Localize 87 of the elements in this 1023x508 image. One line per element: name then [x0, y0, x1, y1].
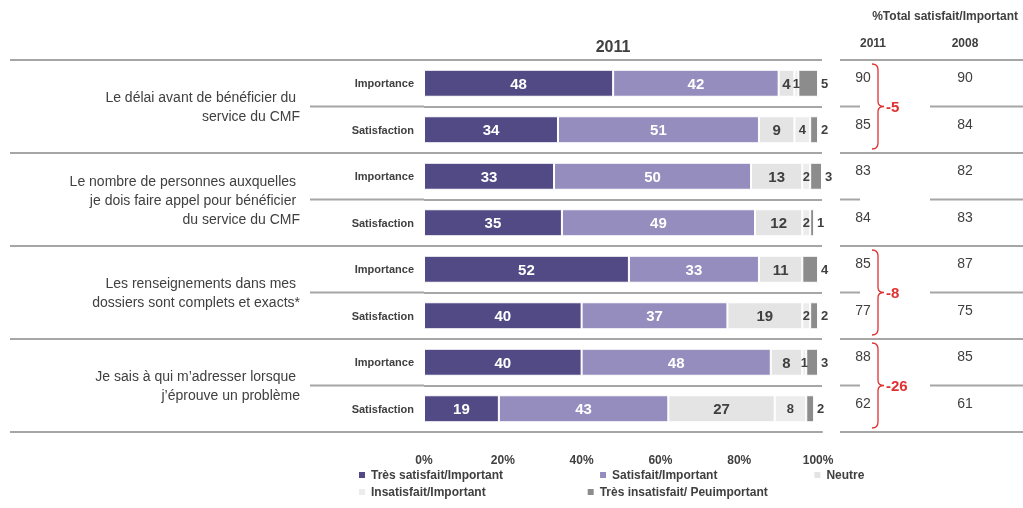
data-label: 8: [782, 353, 791, 371]
x-tick-label: 0%: [415, 453, 433, 467]
text: Les renseignements dans mes dossiers sont complets et exacts*: [92, 275, 301, 310]
text: 88: [855, 348, 871, 365]
data-label: 1: [792, 75, 800, 91]
data-label: 12: [770, 214, 787, 232]
legend-label: Très insatisfait/ Peuimportant: [599, 485, 768, 499]
text: 85: [957, 348, 973, 365]
data-label: 34: [482, 121, 500, 139]
data-label: 19: [453, 400, 470, 418]
text: 87: [957, 255, 973, 272]
x-tick-label: 60%: [648, 453, 673, 467]
text: 83: [957, 208, 973, 225]
data-label: 1: [800, 354, 808, 370]
text: 62: [855, 394, 871, 411]
y-tick-label: Satisfaction: [351, 309, 415, 322]
data-label: 35: [484, 214, 502, 232]
data-label: 37: [646, 307, 663, 325]
data-label: 1: [817, 215, 825, 231]
text: Le délai avant de bénéficier du service du CMF: [105, 89, 300, 124]
bar: [806, 348, 819, 376]
data-label: 3: [825, 168, 833, 184]
data-label: 2: [817, 401, 825, 417]
bar: [798, 69, 819, 97]
data-label: 2: [802, 215, 810, 231]
data-label: 27: [713, 400, 730, 418]
text: 77: [855, 301, 871, 318]
text: 61: [957, 394, 973, 411]
text: 84: [855, 208, 871, 225]
text: 85: [855, 115, 871, 132]
data-label: 9: [772, 121, 781, 139]
y-tick-label: Importance: [354, 263, 414, 276]
data-label: 19: [756, 307, 774, 325]
text: %Total satisfait/Important: [872, 9, 1018, 23]
data-label: 48: [510, 74, 527, 92]
data-label: 40: [494, 307, 512, 325]
legend-label: Très satisfait/Important: [371, 468, 504, 482]
text: 75: [957, 301, 973, 318]
data-label: 52: [518, 260, 535, 278]
data-label: 33: [685, 260, 703, 278]
x-tick-label: 100%: [802, 453, 834, 467]
data-label: 4: [821, 261, 830, 277]
legend-label: Neutre: [826, 468, 865, 482]
text: -26: [886, 377, 908, 394]
chart-title: 2011: [595, 37, 631, 55]
data-label: 13: [768, 167, 786, 185]
text: -8: [886, 284, 900, 301]
data-label: 5: [821, 75, 829, 91]
data-label: 48: [667, 353, 685, 371]
x-tick-label: 40%: [569, 453, 594, 467]
data-label: 50: [644, 167, 661, 185]
text: 90: [855, 69, 871, 86]
data-label: 11: [772, 260, 789, 278]
data-label: 2: [821, 122, 829, 138]
text: 83: [855, 162, 871, 179]
data-label: 40: [494, 353, 512, 371]
data-label: 42: [687, 74, 705, 92]
y-tick-label: Satisfaction: [351, 123, 415, 136]
x-tick-label: 80%: [727, 453, 752, 467]
data-label: 3: [821, 354, 829, 370]
data-label: 2: [802, 168, 810, 184]
y-tick-label: Satisfaction: [351, 216, 415, 229]
text: 90: [957, 69, 973, 86]
data-label: 43: [575, 400, 592, 418]
y-tick-label: Importance: [354, 356, 414, 369]
text: 2008: [951, 36, 979, 50]
y-tick-label: Importance: [354, 77, 414, 90]
data-label: 4: [798, 122, 807, 138]
text: 2011: [859, 36, 887, 50]
data-label: 51: [650, 121, 667, 139]
text: 84: [957, 115, 973, 132]
text: Le nombre de personnes auxquelles je dois faire appel pour bénéficier du service du CMF: [69, 172, 300, 227]
legend-label: Satisfait/Important: [612, 468, 718, 482]
data-label: 49: [650, 214, 667, 232]
data-label: 2: [802, 308, 810, 324]
data-label: 33: [480, 167, 498, 185]
data-label: 8: [786, 401, 795, 417]
legend-label: Insatisfait/Important: [371, 485, 486, 499]
y-tick-label: Importance: [354, 170, 414, 183]
data-label: 4: [782, 74, 792, 92]
text: 85: [855, 255, 871, 272]
text: Je sais à qui m’adresser lorsque j’éprouve un problème: [95, 368, 301, 403]
text: -5: [886, 98, 900, 115]
x-tick-label: 20%: [490, 453, 516, 467]
data-label: 2: [821, 308, 829, 324]
y-tick-label: Satisfaction: [351, 402, 415, 415]
text: 82: [957, 162, 973, 179]
